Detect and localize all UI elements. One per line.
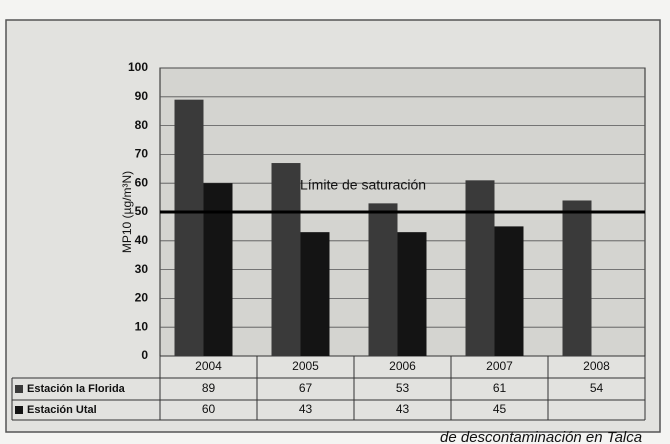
threshold-label: Límite de saturación [300, 177, 426, 193]
y-tick-label: 10 [135, 319, 149, 333]
bar [494, 226, 524, 356]
legend-swatch [15, 406, 23, 414]
table-value: 53 [396, 381, 410, 395]
bar [562, 200, 592, 356]
y-tick-label: 80 [135, 118, 149, 132]
legend-swatch [15, 385, 23, 393]
table-value: 60 [202, 402, 216, 416]
x-tick-label: 2008 [583, 359, 610, 373]
bar [368, 203, 398, 356]
legend-label: Estación Utal [27, 404, 97, 416]
caption: de descontaminación en Talca [440, 429, 642, 444]
table-value: 43 [396, 402, 410, 416]
bar [465, 180, 495, 356]
x-tick-label: 2004 [195, 359, 222, 373]
y-tick-label: 50 [135, 204, 149, 218]
y-tick-label: 30 [135, 262, 149, 276]
x-tick-label: 2007 [486, 359, 513, 373]
y-tick-label: 40 [135, 233, 149, 247]
bar [300, 232, 330, 356]
legend-label: Estación la Florida [27, 383, 126, 395]
y-tick-label: 100 [128, 60, 148, 74]
bar [271, 163, 301, 356]
y-axis-label: MP10 (µg/m³N) [120, 171, 134, 253]
y-tick-label: 60 [135, 175, 149, 189]
table-value: 45 [493, 402, 507, 416]
y-tick-label: 20 [135, 291, 149, 305]
table-value: 43 [299, 402, 313, 416]
y-tick-label: 90 [135, 89, 149, 103]
bar [174, 99, 204, 357]
table-value: 67 [299, 381, 313, 395]
y-tick-label: 0 [141, 348, 148, 362]
y-tick-label: 70 [135, 147, 149, 161]
bar [203, 183, 233, 356]
x-tick-label: 2005 [292, 359, 319, 373]
bar [397, 232, 427, 356]
table-value: 89 [202, 381, 216, 395]
table-value: 54 [590, 381, 604, 395]
x-tick-label: 2006 [389, 359, 416, 373]
table-value: 61 [493, 381, 507, 395]
